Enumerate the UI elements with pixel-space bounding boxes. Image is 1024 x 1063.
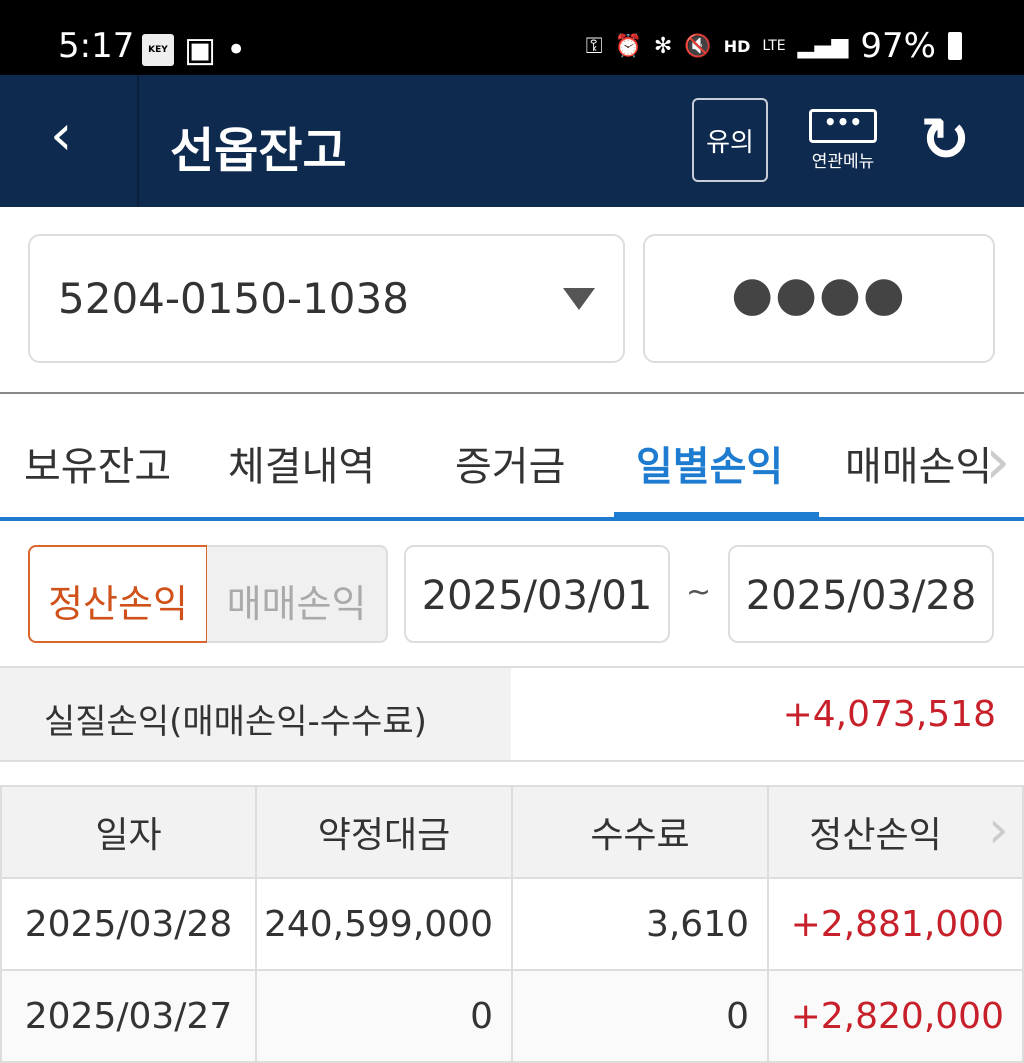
table-row[interactable]: 2025/03/28 240,599,000 3,610 +2,881,000 — [0, 877, 1024, 971]
col-contract-amount: 약정대금 — [255, 785, 513, 879]
more-icon: ••• — [809, 109, 877, 143]
cell-settle-pnl: +2,881,000 — [767, 877, 1024, 971]
tab-trade-pnl[interactable]: 매매손익 — [845, 444, 993, 490]
refresh-icon[interactable]: ↻ — [920, 105, 971, 175]
table-header: 일자 약정대금 수수료 정산손익 — [0, 785, 1024, 879]
account-select[interactable]: 5204-0150-1038 — [28, 234, 625, 363]
col-settle-pnl: 정산손익 — [767, 785, 1024, 879]
signal-icon: ▂▄▆ — [797, 33, 849, 59]
tab-bar: 보유잔고 체결내역 증거금 일별손익 매매손익 — [0, 394, 1024, 520]
start-date-field[interactable]: 2025/03/01 — [404, 545, 670, 643]
summary-row: 실질손익(매매손익-수수료) +4,073,518 — [0, 666, 1024, 762]
password-field[interactable]: ●●●● — [643, 234, 995, 363]
back-button[interactable]: ‹ — [50, 103, 73, 168]
divider — [137, 75, 139, 207]
lte-icon: LTE — [762, 38, 786, 54]
key-icon: KEY — [142, 34, 174, 66]
summary-value: +4,073,518 — [782, 694, 996, 735]
table-row[interactable]: 2025/03/27 0 0 +2,820,000 — [0, 969, 1024, 1063]
tab-margin[interactable]: 증거금 — [455, 444, 566, 490]
alarm-icon: ⏰ — [614, 33, 642, 59]
end-date-field[interactable]: 2025/03/28 — [728, 545, 994, 643]
related-menu-button[interactable]: ••• 연관메뉴 — [806, 109, 880, 172]
mute-icon: 🔇 — [684, 33, 712, 59]
date-separator: ~ — [686, 575, 712, 610]
bluetooth-icon: ✻ — [653, 33, 673, 59]
clock: 5:17 — [58, 26, 135, 66]
cell-fee: 0 — [511, 969, 769, 1063]
hd-voice-icon: HD — [723, 36, 751, 56]
cell-date: 2025/03/27 — [0, 969, 257, 1063]
cell-contract-amount: 0 — [255, 969, 513, 1063]
tab-executions[interactable]: 체결내역 — [228, 444, 376, 490]
tab-daily-pnl[interactable]: 일별손익 — [636, 444, 784, 490]
cell-date: 2025/03/28 — [0, 877, 257, 971]
cell-fee: 3,610 — [511, 877, 769, 971]
summary-label: 실질손익(매매손익-수수료) — [0, 668, 511, 760]
table-scroll-right-icon[interactable]: › — [988, 800, 1009, 860]
cell-contract-amount: 240,599,000 — [255, 877, 513, 971]
col-fee: 수수료 — [511, 785, 769, 879]
settle-pnl-toggle[interactable]: 정산손익 — [28, 545, 208, 643]
daily-pnl-table: 일자 약정대금 수수료 정산손익 2025/03/28 240,599,000 … — [0, 785, 1024, 1063]
caution-button[interactable]: 유의 — [692, 98, 768, 182]
battery-percent: 97% — [860, 26, 936, 66]
vpn-key-icon: ⚿ — [585, 33, 603, 59]
trade-pnl-toggle[interactable]: 매매손익 — [207, 545, 388, 643]
col-date: 일자 — [0, 785, 257, 879]
notification-dot-icon: • — [226, 30, 247, 70]
page-title: 선옵잔고 — [170, 123, 347, 179]
divider — [0, 392, 1024, 394]
active-tab-indicator — [614, 512, 819, 520]
tab-holdings[interactable]: 보유잔고 — [24, 444, 172, 490]
cell-settle-pnl: +2,820,000 — [767, 969, 1024, 1063]
image-icon: ▣ — [184, 30, 217, 70]
battery-icon — [948, 32, 962, 60]
app-header: ‹ 선옵잔고 유의 ••• 연관메뉴 ↻ — [0, 75, 1024, 207]
status-bar: 5:17 KEY ▣ • ⚿ ⏰ ✻ 🔇 HD LTE ▂▄▆ 97% — [0, 0, 1024, 75]
account-number: 5204-0150-1038 — [58, 274, 409, 323]
tab-scroll-right-icon[interactable]: › — [985, 425, 1011, 499]
related-menu-label: 연관메뉴 — [811, 152, 875, 172]
dropdown-caret-icon — [563, 288, 595, 310]
tab-underline — [0, 517, 1024, 521]
